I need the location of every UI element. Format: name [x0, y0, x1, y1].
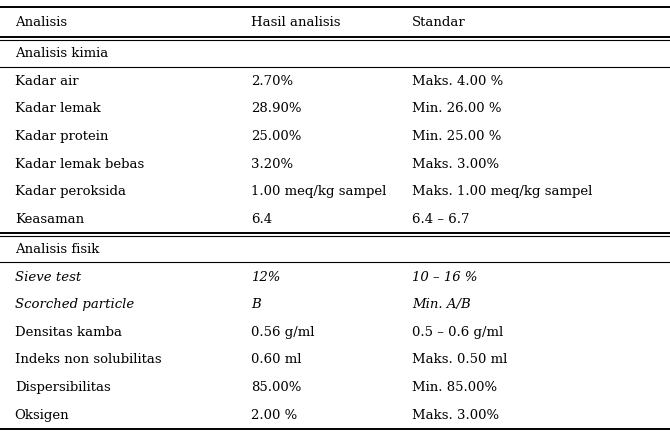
Text: 0.5 – 0.6 g/ml: 0.5 – 0.6 g/ml: [412, 326, 503, 339]
Text: Kadar air: Kadar air: [15, 75, 78, 88]
Text: 3.20%: 3.20%: [251, 158, 293, 170]
Text: Kadar lemak bebas: Kadar lemak bebas: [15, 158, 144, 170]
Text: 0.56 g/ml: 0.56 g/ml: [251, 326, 315, 339]
Text: Maks. 0.50 ml: Maks. 0.50 ml: [412, 353, 507, 366]
Text: 1.00 meq/kg sampel: 1.00 meq/kg sampel: [251, 185, 387, 198]
Text: 2.00 %: 2.00 %: [251, 409, 297, 421]
Text: Min. 26.00 %: Min. 26.00 %: [412, 102, 502, 115]
Text: B: B: [251, 298, 261, 311]
Text: Keasaman: Keasaman: [15, 213, 84, 226]
Text: Min. 85.00%: Min. 85.00%: [412, 381, 497, 394]
Text: Standar: Standar: [412, 16, 466, 29]
Text: Maks. 1.00 meq/kg sampel: Maks. 1.00 meq/kg sampel: [412, 185, 592, 198]
Text: Scorched particle: Scorched particle: [15, 298, 134, 311]
Text: Sieve test: Sieve test: [15, 271, 81, 283]
Text: Analisis fisik: Analisis fisik: [15, 243, 99, 256]
Text: 85.00%: 85.00%: [251, 381, 302, 394]
Text: 10 – 16 %: 10 – 16 %: [412, 271, 478, 283]
Text: 28.90%: 28.90%: [251, 102, 302, 115]
Text: Analisis kimia: Analisis kimia: [15, 47, 108, 60]
Text: 6.4 – 6.7: 6.4 – 6.7: [412, 213, 470, 226]
Text: Oksigen: Oksigen: [15, 409, 70, 421]
Text: Kadar peroksida: Kadar peroksida: [15, 185, 126, 198]
Text: Dispersibilitas: Dispersibilitas: [15, 381, 111, 394]
Text: Maks. 4.00 %: Maks. 4.00 %: [412, 75, 503, 88]
Text: Maks. 3.00%: Maks. 3.00%: [412, 409, 499, 421]
Text: Maks. 3.00%: Maks. 3.00%: [412, 158, 499, 170]
Text: 25.00%: 25.00%: [251, 130, 302, 143]
Text: Min. A/B: Min. A/B: [412, 298, 471, 311]
Text: Min. 25.00 %: Min. 25.00 %: [412, 130, 501, 143]
Text: Kadar protein: Kadar protein: [15, 130, 108, 143]
Text: 0.60 ml: 0.60 ml: [251, 353, 302, 366]
Text: Analisis: Analisis: [15, 16, 67, 29]
Text: Kadar lemak: Kadar lemak: [15, 102, 100, 115]
Text: Hasil analisis: Hasil analisis: [251, 16, 341, 29]
Text: 2.70%: 2.70%: [251, 75, 293, 88]
Text: 6.4: 6.4: [251, 213, 273, 226]
Text: Indeks non solubilitas: Indeks non solubilitas: [15, 353, 161, 366]
Text: 12%: 12%: [251, 271, 281, 283]
Text: Densitas kamba: Densitas kamba: [15, 326, 122, 339]
